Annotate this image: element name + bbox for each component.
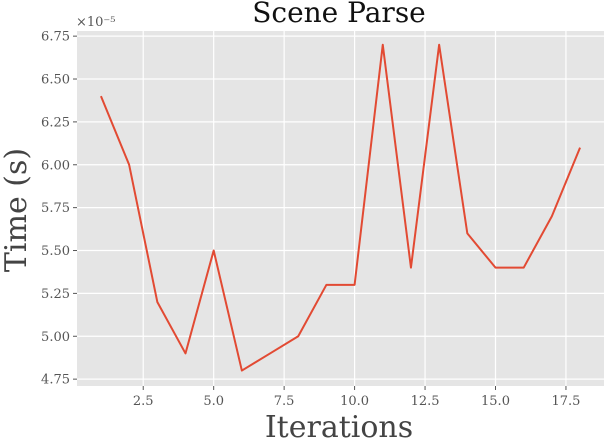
chart-title: Scene Parse — [252, 0, 426, 29]
x-tick-labels: 2.5 5.0 7.5 10.0 12.5 15.0 17.5 — [133, 386, 580, 409]
x-tick-label: 17.5 — [551, 394, 580, 409]
y-tick-label: 6.50 — [41, 73, 70, 88]
x-tick-label: 15.0 — [481, 394, 510, 409]
y-tick-label: 4.75 — [41, 373, 70, 388]
x-tick-label: 5.0 — [203, 394, 224, 409]
y-tick-label: 6.00 — [41, 158, 70, 173]
x-tick-label: 2.5 — [133, 394, 154, 409]
y-tick-labels: 4.75 5.00 5.25 5.50 5.75 6.00 6.25 6.50 6.75 — [41, 30, 77, 388]
x-tick-label: 7.5 — [274, 394, 295, 409]
y-axis-label: Time (s) — [0, 148, 34, 272]
y-tick-label: 6.25 — [41, 115, 70, 130]
series-lines — [100, 43, 581, 372]
y-tick-label: 5.25 — [41, 287, 70, 302]
y-tick-label: 5.50 — [41, 244, 70, 259]
y-tick-label: 5.75 — [41, 201, 70, 216]
x-tick-label: 12.5 — [411, 394, 440, 409]
x-tick-label: 10.0 — [340, 394, 369, 409]
plot-area — [77, 31, 604, 386]
x-axis-label: Iterations — [265, 410, 413, 444]
grid-lines — [77, 31, 604, 386]
y-axis-offset: ×10⁻⁵ — [76, 15, 116, 30]
series-line — [100, 43, 581, 372]
y-tick-label: 5.00 — [41, 330, 70, 345]
y-tick-label: 6.75 — [41, 30, 70, 45]
